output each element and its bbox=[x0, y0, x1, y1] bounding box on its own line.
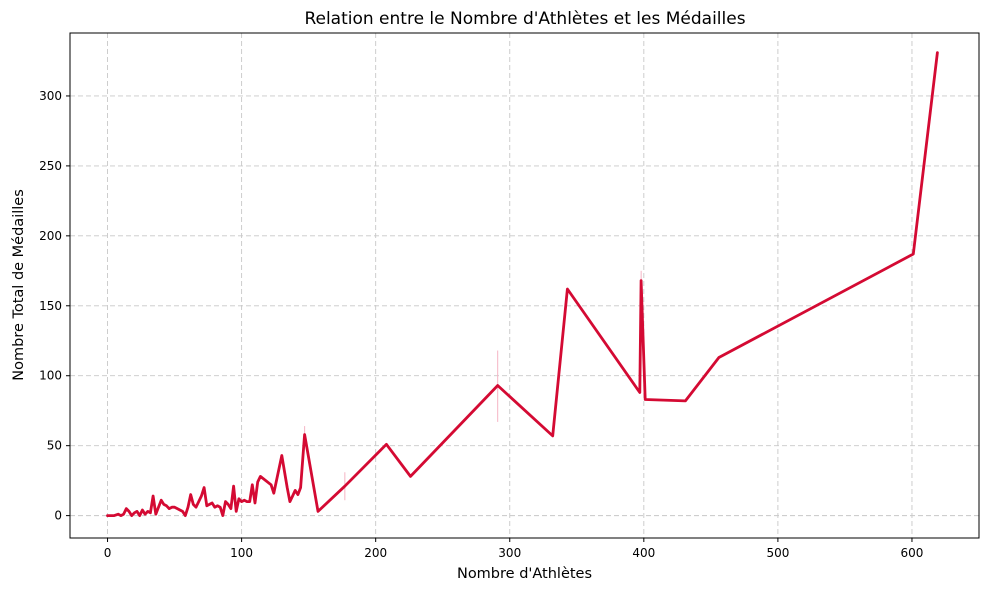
x-tick-label: 100 bbox=[230, 546, 253, 560]
x-axis-label: Nombre d'Athlètes bbox=[457, 566, 592, 582]
x-tick-label: 300 bbox=[498, 546, 521, 560]
y-tick-label: 300 bbox=[39, 89, 62, 103]
series-layer bbox=[106, 51, 939, 517]
y-axis-label: Nombre Total de Médailles bbox=[11, 189, 27, 381]
y-tick-label: 250 bbox=[39, 159, 62, 173]
x-tick-label: 500 bbox=[766, 546, 789, 560]
confidence-band bbox=[304, 270, 642, 501]
plot-frame bbox=[69, 32, 980, 539]
y-tick-label: 50 bbox=[47, 439, 62, 453]
x-tick-label: 400 bbox=[632, 546, 655, 560]
y-axis-ticks: 0 50 100 150 200 250 300 bbox=[39, 89, 70, 523]
x-axis-ticks: 0 100 200 300 400 500 600 bbox=[104, 538, 924, 560]
x-tick-label: 0 bbox=[104, 546, 112, 560]
y-tick-label: 100 bbox=[39, 369, 62, 383]
grid-lines bbox=[70, 33, 979, 538]
chart-title: Relation entre le Nombre d'Athlètes et l… bbox=[304, 9, 745, 29]
y-tick-label: 200 bbox=[39, 229, 62, 243]
y-tick-label: 150 bbox=[39, 299, 62, 313]
y-tick-label: 0 bbox=[54, 509, 62, 523]
series-line bbox=[106, 51, 939, 517]
x-tick-label: 600 bbox=[901, 546, 924, 560]
x-tick-label: 200 bbox=[364, 546, 387, 560]
